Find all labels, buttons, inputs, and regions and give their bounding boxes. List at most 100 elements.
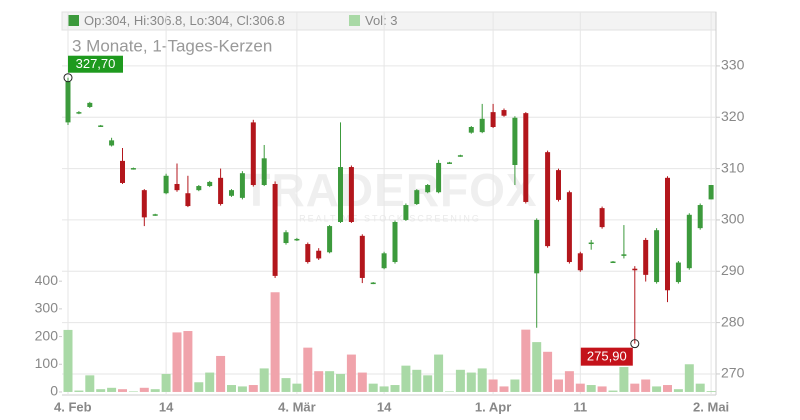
candle-body bbox=[403, 205, 409, 220]
candle-body bbox=[272, 183, 278, 276]
volume-bar bbox=[139, 387, 149, 392]
volume-bar bbox=[401, 365, 411, 392]
volume-bar bbox=[554, 379, 563, 392]
x-tick-label: 11 bbox=[573, 399, 587, 414]
watermark-brand: TRADERFOX bbox=[242, 164, 537, 216]
candle-body bbox=[545, 152, 551, 247]
y2-tick-label: 400 bbox=[35, 272, 59, 288]
candle-body bbox=[468, 127, 474, 133]
candle-body bbox=[87, 102, 93, 107]
candle-body bbox=[294, 238, 300, 241]
candle-body bbox=[697, 205, 703, 229]
candle-body bbox=[577, 253, 583, 271]
volume-bar bbox=[183, 331, 193, 392]
y2-tick-label: 100 bbox=[35, 355, 59, 371]
volume-bar bbox=[510, 379, 520, 392]
volume-bar bbox=[532, 342, 542, 392]
volume-bar bbox=[499, 386, 509, 392]
volume-bar bbox=[346, 354, 356, 392]
x-tick-label: 14 bbox=[159, 399, 174, 414]
candle-body bbox=[218, 177, 224, 205]
volume-bar bbox=[412, 369, 422, 392]
volume-bar bbox=[172, 332, 182, 392]
watermark-tagline: REALTIME STOCK SCREENING bbox=[299, 213, 481, 223]
volume-bar bbox=[128, 391, 138, 392]
volume-bar bbox=[118, 389, 127, 392]
candle-body bbox=[348, 167, 354, 222]
volume-bar bbox=[673, 389, 683, 392]
candle-body bbox=[599, 208, 605, 228]
volume-bar bbox=[390, 385, 400, 392]
x-tick-label: 2. Mai bbox=[693, 399, 729, 414]
volume-bar bbox=[379, 386, 389, 392]
volume-bar bbox=[357, 372, 367, 392]
volume-bar bbox=[597, 386, 607, 392]
volume-bar bbox=[74, 390, 84, 392]
y2-tick-label: 300 bbox=[35, 300, 59, 316]
x-tick-label: 1. Apr bbox=[475, 399, 511, 414]
candle-body bbox=[283, 232, 289, 244]
volume-bar bbox=[336, 373, 345, 392]
x-tick-label: 4. Mär bbox=[278, 399, 316, 414]
candle-body bbox=[261, 158, 267, 186]
volume-legend-icon bbox=[349, 15, 360, 26]
candle-body bbox=[141, 190, 147, 218]
candle-body bbox=[239, 173, 245, 198]
max-label: 327,70 bbox=[76, 56, 116, 71]
candle-body bbox=[370, 282, 376, 285]
volume-bar bbox=[161, 373, 171, 392]
candle-body bbox=[425, 185, 431, 193]
volume-bar bbox=[543, 351, 553, 392]
candle-body bbox=[414, 190, 420, 205]
y-tick-label: 280 bbox=[721, 313, 745, 329]
volume-bar bbox=[63, 329, 73, 392]
volume-bar bbox=[150, 389, 160, 392]
candle-body bbox=[686, 214, 692, 269]
volume-bar bbox=[96, 389, 106, 392]
candle-body bbox=[76, 112, 82, 114]
volume-bar bbox=[434, 354, 444, 392]
candle-body bbox=[512, 117, 518, 165]
volume-bar bbox=[652, 386, 662, 392]
volume-bar bbox=[663, 385, 672, 392]
candle-body bbox=[250, 122, 256, 186]
candle-body bbox=[65, 81, 71, 123]
volume-bar bbox=[368, 383, 378, 392]
volume-bar bbox=[564, 371, 574, 392]
volume-layer bbox=[63, 292, 716, 392]
candle-body bbox=[588, 242, 594, 245]
candle-body bbox=[708, 185, 714, 200]
candle-body bbox=[338, 167, 343, 222]
volume-bar bbox=[314, 371, 324, 392]
candle-body bbox=[130, 168, 136, 170]
candle-body bbox=[556, 170, 561, 200]
candle-body bbox=[490, 112, 496, 128]
volume-bar bbox=[194, 382, 204, 392]
candle-body bbox=[392, 221, 398, 263]
candle-body bbox=[566, 192, 572, 263]
max-marker bbox=[63, 73, 73, 83]
max-label-box bbox=[68, 55, 123, 73]
grid-layer bbox=[62, 12, 716, 395]
y-tick-label: 330 bbox=[721, 57, 745, 73]
volume-bar bbox=[619, 367, 629, 392]
volume-bar bbox=[325, 371, 335, 392]
y2-tick-label: 200 bbox=[35, 327, 59, 343]
candle-body bbox=[501, 110, 507, 116]
candle-body bbox=[185, 193, 191, 207]
volume-bar bbox=[423, 375, 433, 392]
volume-bar bbox=[281, 378, 291, 392]
volume-bar bbox=[488, 379, 498, 392]
candle-body bbox=[447, 162, 452, 164]
volume-bar bbox=[107, 387, 117, 392]
candle-body bbox=[479, 118, 485, 133]
price-legend-icon bbox=[68, 15, 79, 26]
candle-body bbox=[207, 181, 213, 187]
candle-body bbox=[610, 261, 616, 264]
candle-body bbox=[523, 113, 529, 202]
candle-body bbox=[457, 155, 463, 157]
volume-bar bbox=[608, 390, 618, 392]
candle-body bbox=[675, 262, 681, 283]
volume-bar bbox=[303, 347, 313, 392]
candle-body bbox=[120, 160, 125, 183]
